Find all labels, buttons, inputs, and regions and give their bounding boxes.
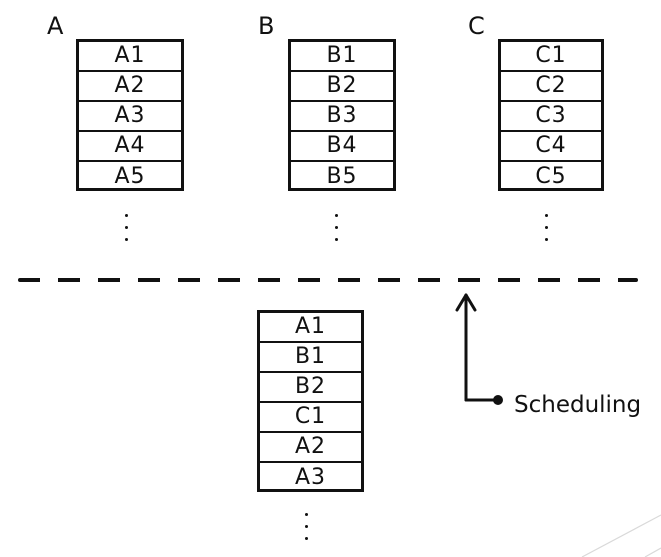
queue-b-item: B4 [291,132,393,162]
scheduled-item: C1 [260,403,361,433]
queue-a-item: A1 [79,42,181,72]
queue-a-item: A2 [79,72,181,102]
queue-b-item: B1 [291,42,393,72]
queue-c-item: C1 [501,42,601,72]
scheduling-anchor-dot [493,395,503,405]
scheduled-item: B2 [260,373,361,403]
queue-a-stack: A1 A2 A3 A4 A5 [76,39,184,191]
scheduled-ellipsis [301,513,311,540]
queue-a-item: A4 [79,132,181,162]
queue-c-item: C5 [535,164,567,189]
scheduled-item: A2 [260,433,361,463]
queue-b-stack: B1 B2 B3 B4 B5 [288,39,396,191]
queue-a-title: A [47,12,64,40]
scheduled-item: A1 [260,313,361,343]
queue-a-ellipsis [121,214,131,241]
scheduling-arrow-head [455,293,477,312]
queue-c-item: C3 [501,102,601,132]
queue-b-item: B3 [291,102,393,132]
queue-c-stack: C1 C2 C3 C4 C5 [498,39,604,191]
queue-b-item: B5 [326,164,358,189]
queue-a-item: A3 [79,102,181,132]
queue-c-item: C2 [501,72,601,102]
queue-a-item: A5 [114,164,146,189]
queue-c-ellipsis [541,214,551,241]
scheduling-label: Scheduling [514,392,642,418]
scheduled-item: B1 [260,343,361,373]
dashed-divider [18,278,638,282]
scheduled-item: A3 [294,465,327,490]
queue-c-title: C [468,12,485,40]
queue-b-item: B2 [291,72,393,102]
scheduled-stack: A1 B1 B2 C1 A2 A3 [257,310,364,492]
queue-b-title: B [258,12,275,40]
queue-b-ellipsis [331,214,341,241]
queue-c-item: C4 [501,132,601,162]
